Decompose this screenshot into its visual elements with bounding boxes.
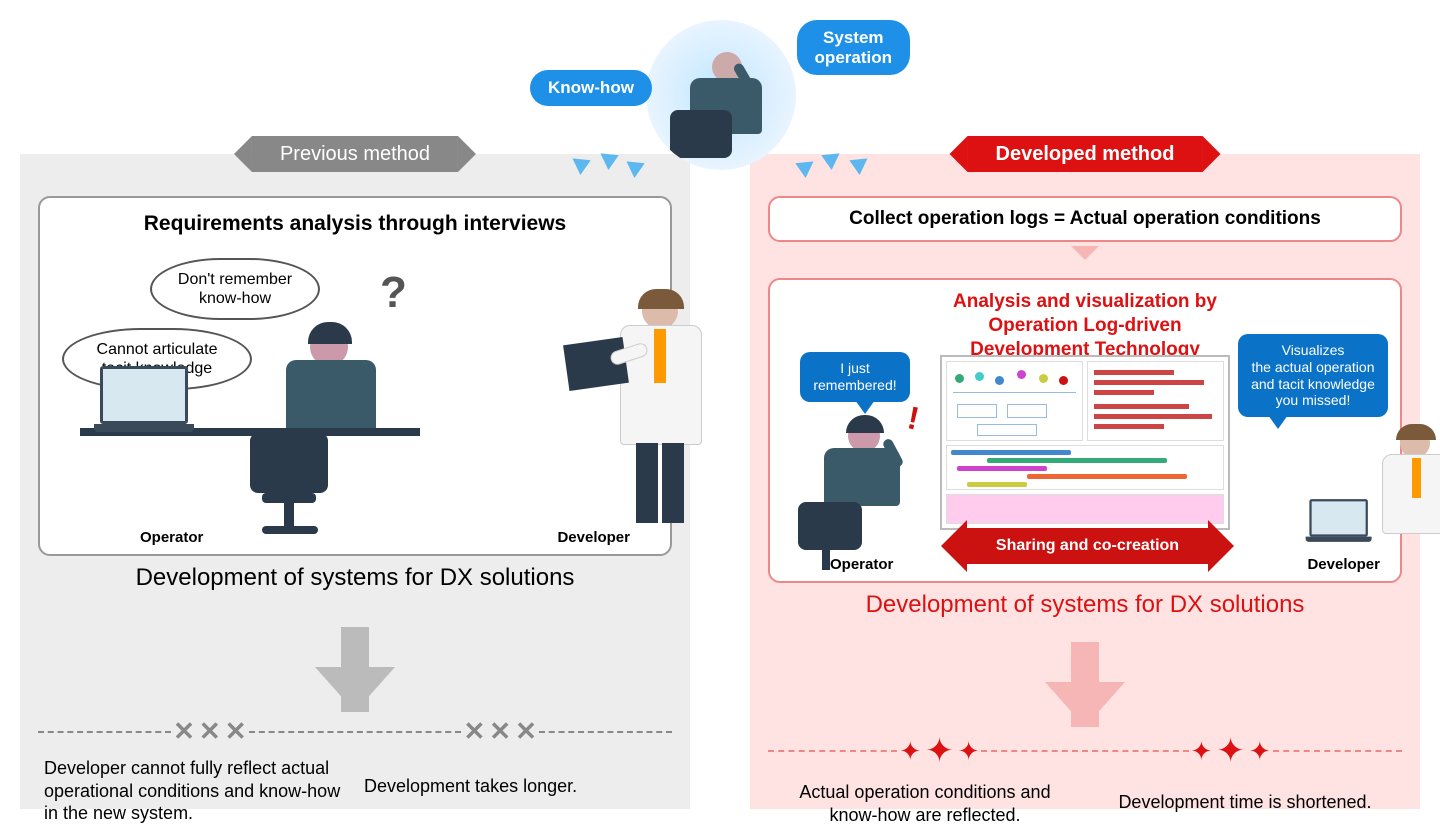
chair-icon [262, 526, 318, 534]
viz-flowchart [946, 361, 1083, 441]
outcome-left-1: Developer cannot fully reflect actual op… [44, 757, 346, 825]
card-analysis-viz: Analysis and visualization by Operation … [768, 278, 1402, 583]
panel-developed-method: Developed method Collect operation logs … [750, 154, 1420, 809]
star-icon: ✦ [1249, 736, 1271, 767]
hero-tri-icon [595, 146, 618, 170]
exclaim-icon: ! [904, 399, 922, 437]
hero-tri-icon [621, 154, 644, 178]
chair-icon [798, 502, 862, 550]
viz-bars [1087, 361, 1224, 441]
role-operator: Operator [140, 529, 203, 546]
star-icon: ✦ [925, 731, 954, 771]
hero-tri-icon [821, 146, 844, 170]
outcome-left-2: Development takes longer. [364, 757, 666, 825]
x-icon: ✕ [515, 716, 537, 747]
chair-icon [284, 498, 294, 528]
x-icon: ✕ [489, 716, 511, 747]
pill-system-op: System operation [797, 20, 910, 75]
panel-previous-method: Previous method Requirements analysis th… [20, 154, 690, 809]
x-divider: ✕✕✕ ✕✕✕ [38, 716, 672, 747]
laptop-icon [1309, 499, 1371, 542]
pill-knowhow: Know-how [530, 70, 652, 106]
x-icon: ✕ [173, 716, 195, 747]
star-icon: ✦ [1191, 736, 1213, 767]
star-icon: ✦ [899, 736, 921, 767]
visualization-screen [940, 355, 1230, 530]
star-divider: ✦✦✦ ✦✦✦ [768, 731, 1402, 771]
hero-operator: Know-how System operation [560, 10, 880, 180]
outcome-right-2: Development time is shortened. [1094, 781, 1396, 826]
x-icon: ✕ [199, 716, 221, 747]
ribbon-previous: Previous method [252, 136, 458, 172]
star-icon: ✦ [1216, 731, 1245, 771]
laptop-icon [100, 366, 194, 432]
hero-tri-icon [795, 154, 818, 178]
viz-timeline [946, 494, 1224, 524]
chair-icon [822, 550, 830, 570]
x-icon: ✕ [225, 716, 247, 747]
dev-line-right: Development of systems for DX solutions [768, 591, 1402, 619]
question-mark-icon: ? [380, 268, 407, 318]
card-interviews: Requirements analysis through interviews… [38, 196, 672, 556]
card1-title: Collect operation logs = Actual operatio… [849, 208, 1321, 229]
dev-line-left: Development of systems for DX solutions [38, 564, 672, 592]
role-operator-r: Operator [830, 556, 893, 573]
star-icon: ✦ [958, 736, 980, 767]
viz-gantt [946, 445, 1224, 490]
outcome-right-1: Actual operation conditions and know-how… [774, 781, 1076, 826]
ribbon-developed: Developed method [968, 136, 1203, 172]
small-arrow-icon [1071, 246, 1099, 260]
role-developer-r: Developer [1307, 556, 1380, 573]
bubble-visualizes: Visualizes the actual operation and taci… [1238, 334, 1388, 417]
down-arrow-icon [1045, 682, 1125, 727]
share-arrow: Sharing and co-creation [965, 528, 1210, 564]
down-arrow-icon [315, 667, 395, 712]
card-collect-logs: Collect operation logs = Actual operatio… [768, 196, 1402, 242]
hero-tri-icon [567, 151, 590, 175]
chair-icon [250, 433, 328, 493]
x-icon: ✕ [463, 716, 485, 747]
bubble-dont-remember: Don't remember know-how [150, 258, 320, 320]
card-title-left: Requirements analysis through interviews [58, 212, 652, 236]
role-developer: Developer [557, 529, 630, 546]
hero-circle [646, 20, 796, 170]
hero-tri-icon [849, 151, 872, 175]
bubble-remembered: I just remembered! [800, 352, 910, 402]
